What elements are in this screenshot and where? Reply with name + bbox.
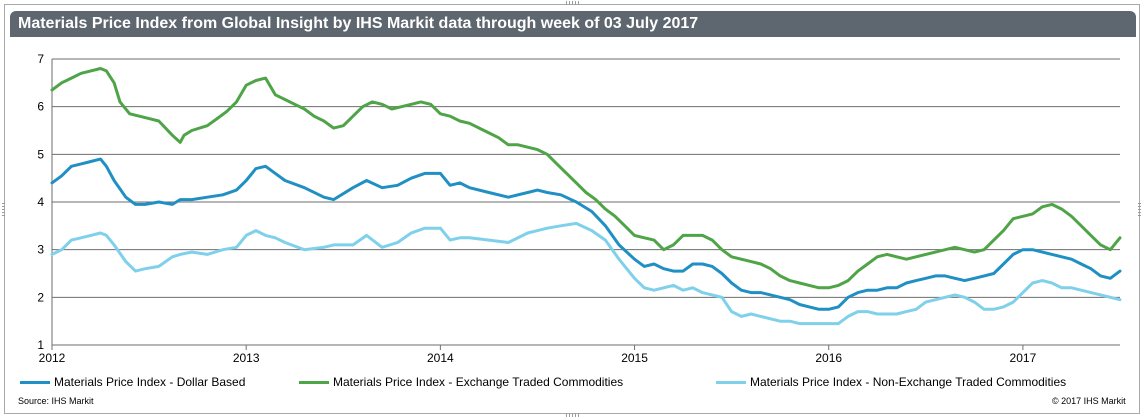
chart-frame xyxy=(4,4,1140,414)
legend-swatch-non-exchange xyxy=(716,380,746,384)
legend-swatch-dollar xyxy=(20,380,50,384)
legend-label-exchange: Materials Price Index - Exchange Traded … xyxy=(333,375,624,389)
y-tick-label-1: 1 xyxy=(37,338,44,352)
resize-handle-top[interactable] xyxy=(566,1,580,5)
y-tick-label-7: 7 xyxy=(37,52,44,66)
legend-item-exchange: Materials Price Index - Exchange Traded … xyxy=(299,374,623,390)
copyright-note: © 2017 IHS Markit xyxy=(1052,396,1126,406)
legend-label-non-exchange: Materials Price Index - Non-Exchange Tra… xyxy=(750,375,1067,389)
y-tick-label-6: 6 xyxy=(37,100,44,114)
legend-label-dollar: Materials Price Index - Dollar Based xyxy=(54,375,246,389)
y-tick-label-2: 2 xyxy=(37,290,44,304)
resize-handle-right[interactable] xyxy=(1138,203,1141,217)
y-tick-label-5: 5 xyxy=(37,147,44,161)
legend-item-dollar: Materials Price Index - Dollar Based xyxy=(20,374,245,390)
series-line-3 xyxy=(50,221,1122,326)
x-tick-label-2016: 2016 xyxy=(815,351,842,365)
x-tick-label-2012: 2012 xyxy=(39,351,66,365)
resize-handle-bottom[interactable] xyxy=(566,413,580,417)
x-tick-label-2015: 2015 xyxy=(621,351,648,365)
y-tick-label-3: 3 xyxy=(37,243,44,257)
y-tick-label-4: 4 xyxy=(37,195,44,209)
legend-item-non-exchange: Materials Price Index - Non-Exchange Tra… xyxy=(716,374,1066,390)
resize-handle-left[interactable] xyxy=(2,203,5,217)
chart-title: Materials Price Index from Global Insigh… xyxy=(18,15,699,32)
x-tick-label-2014: 2014 xyxy=(427,351,454,365)
series-line-1 xyxy=(50,157,1122,311)
source-note: Source: IHS Markit xyxy=(18,396,94,406)
x-tick-label-2013: 2013 xyxy=(233,351,260,365)
series-line-2 xyxy=(50,67,1122,290)
chart-title-bar: Materials Price Index from Global Insigh… xyxy=(10,11,1136,37)
x-tick-label-2017: 2017 xyxy=(1010,351,1037,365)
legend-swatch-exchange xyxy=(299,380,329,384)
